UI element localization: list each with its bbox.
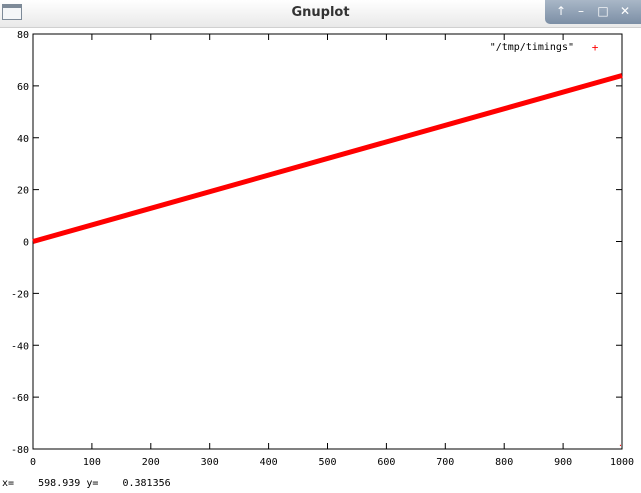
status-bar: x= 598.939 y= 0.381356 <box>2 478 171 489</box>
status-y-label: y= <box>86 478 99 489</box>
status-y-value: 0.381356 <box>122 478 171 489</box>
x-tick-label: 0 <box>30 457 36 468</box>
x-tick-label: 700 <box>436 457 454 468</box>
legend-marker: + <box>592 41 599 54</box>
y-tick-label: -20 <box>11 289 29 300</box>
x-tick-label: 500 <box>318 457 336 468</box>
x-tick-label: 900 <box>554 457 572 468</box>
close-button[interactable]: ✕ <box>619 4 631 18</box>
status-x-label: x= <box>2 478 15 489</box>
shade-button[interactable]: ↑ <box>555 4 567 18</box>
plot-frame <box>32 33 623 450</box>
y-tick-label: -60 <box>11 393 29 404</box>
legend-label: "/tmp/timings" <box>490 42 574 53</box>
stray-point-marker: · <box>618 441 623 450</box>
minimize-button[interactable]: – <box>578 4 584 18</box>
x-tick-label: 1000 <box>610 457 634 468</box>
x-tick-label: 200 <box>142 457 160 468</box>
y-tick-label: -80 <box>11 445 29 456</box>
x-tick-label: 300 <box>201 457 219 468</box>
x-tick-label: 600 <box>377 457 395 468</box>
x-tick-label: 800 <box>495 457 513 468</box>
window-icon[interactable] <box>2 4 22 20</box>
y-tick-label: 80 <box>17 30 29 41</box>
y-tick-label: 0 <box>23 238 29 249</box>
x-tick-label: 400 <box>260 457 278 468</box>
status-x-value: 598.939 <box>38 478 81 489</box>
y-tick-label: -40 <box>11 341 29 352</box>
y-tick-label: 60 <box>17 82 29 93</box>
x-tick-label: 100 <box>83 457 101 468</box>
y-tick-label: 40 <box>17 134 29 145</box>
y-tick-label: 20 <box>17 186 29 197</box>
window-controls: ↑ – □ ✕ <box>545 0 641 24</box>
title-bar[interactable]: Gnuplot ↑ – □ ✕ <box>0 0 641 28</box>
maximize-button[interactable]: □ <box>597 4 609 18</box>
series-line <box>32 73 623 244</box>
window-title: Gnuplot <box>291 5 350 20</box>
